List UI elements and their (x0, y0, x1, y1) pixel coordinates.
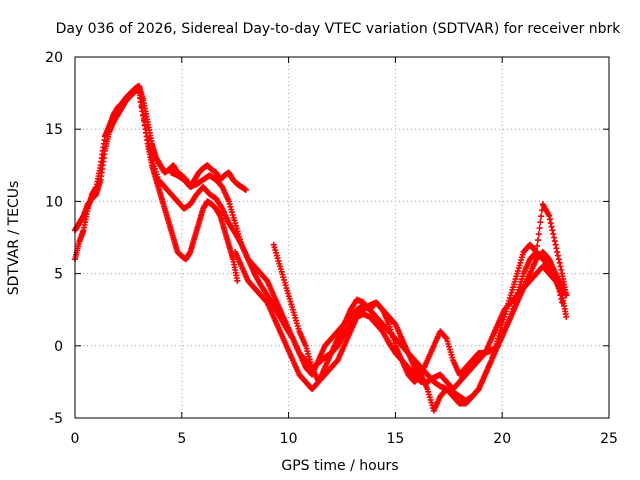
y-tick-label: 15 (45, 122, 63, 138)
data-point (552, 241, 559, 248)
axis-tick-labels: 0 5 10 15 20 25 -5 0 5 10 15 20 (45, 50, 618, 447)
data-point (555, 281, 562, 288)
data-point (551, 238, 558, 245)
data-point (534, 237, 541, 244)
data-point (442, 334, 449, 341)
x-axis-label: GPS time / hours (281, 458, 398, 474)
data-point (553, 274, 560, 281)
y-tick-label: 20 (45, 50, 63, 66)
data-point (535, 231, 542, 238)
data-point (242, 186, 249, 193)
axis-ticks (74, 56, 610, 419)
data-point (555, 252, 562, 259)
data-point (546, 212, 553, 219)
data-point (548, 223, 555, 230)
data-point (140, 117, 147, 124)
data-point (148, 151, 155, 158)
data-point (147, 147, 154, 154)
x-tick-label: 0 (71, 431, 80, 447)
data-point (563, 313, 570, 320)
data-point (559, 299, 566, 306)
data-point (141, 121, 148, 128)
chart-title: Day 036 of 2026, Sidereal Day-to-day VTE… (56, 21, 622, 37)
series-track-5 (232, 248, 566, 414)
data-point (145, 140, 152, 147)
x-tick-label: 5 (177, 431, 186, 447)
data-point (553, 245, 560, 252)
data-point (563, 292, 570, 299)
data-point (140, 112, 147, 119)
y-tick-label: 5 (54, 267, 63, 283)
data-point (144, 137, 151, 144)
data-point (143, 129, 150, 136)
series-track-2 (72, 85, 241, 284)
data-point (146, 144, 153, 151)
data-point (554, 277, 561, 284)
data-point (552, 270, 559, 277)
data-point (558, 266, 565, 273)
data-point (537, 219, 544, 226)
data-point (234, 277, 241, 284)
data-point (550, 234, 557, 241)
data-point (557, 263, 564, 270)
data-point (554, 248, 561, 255)
data-point (532, 249, 539, 256)
data-point (139, 108, 146, 115)
x-tick-label: 25 (600, 431, 618, 447)
data-point (538, 213, 545, 220)
y-tick-label: 10 (45, 194, 63, 210)
data-point (136, 90, 143, 97)
series-track-6 (270, 201, 570, 385)
data-points (72, 82, 570, 414)
data-point (556, 288, 563, 295)
x-tick-label: 20 (493, 431, 511, 447)
series-track-4 (168, 169, 570, 393)
data-point (536, 225, 543, 232)
x-tick-label: 15 (386, 431, 404, 447)
data-point (142, 126, 149, 133)
data-point (144, 133, 151, 140)
data-point (556, 259, 563, 266)
data-point (555, 285, 562, 292)
data-point (549, 227, 556, 234)
plot-frame (74, 56, 610, 419)
data-point (137, 99, 144, 106)
data-point (558, 295, 565, 302)
data-point (555, 256, 562, 263)
y-tick-label: 0 (54, 339, 63, 355)
data-point (547, 220, 554, 227)
data-point (534, 242, 541, 249)
x-tick-label: 10 (280, 431, 298, 447)
data-point (550, 230, 557, 237)
data-point (557, 292, 564, 299)
y-tick-label: -5 (49, 411, 63, 427)
data-point (136, 94, 143, 101)
data-point (533, 248, 540, 255)
data-point (138, 103, 145, 110)
data-point (546, 216, 553, 223)
y-axis-label: SDTVAR / TECUs (6, 181, 22, 296)
